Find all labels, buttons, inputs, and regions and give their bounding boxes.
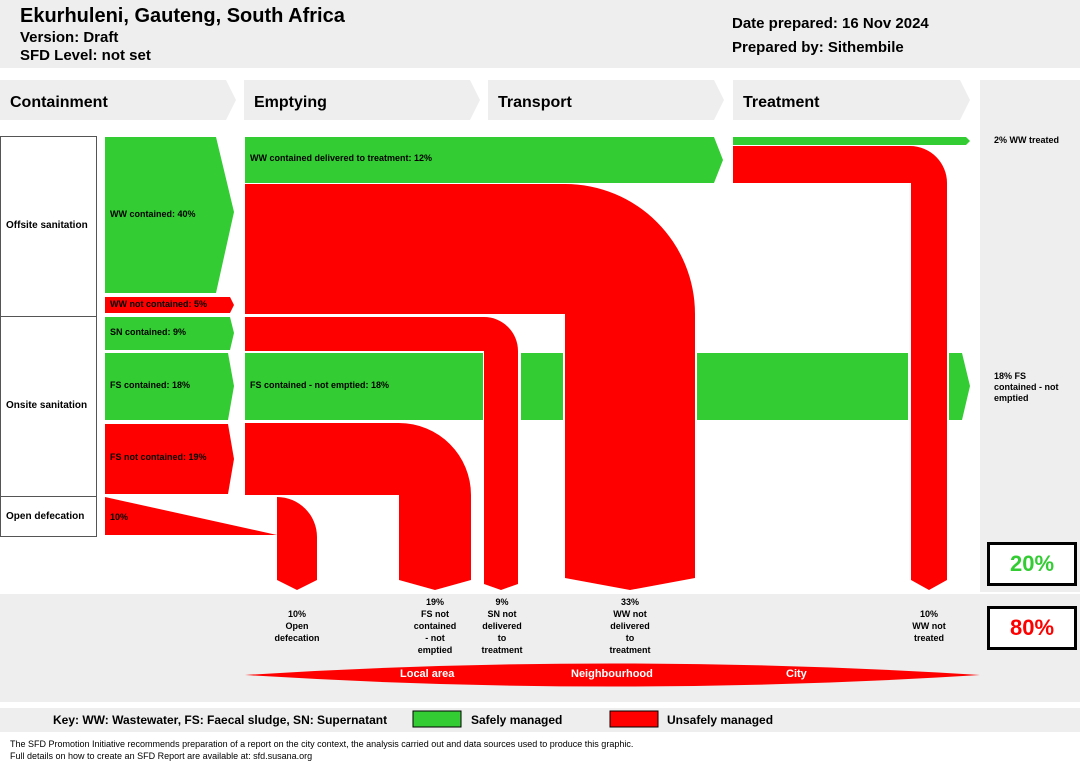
sfd-level-label: SFD Level: not set bbox=[20, 47, 151, 64]
outcome-ww-not-delivered: 33% WW not delivered to treatment bbox=[600, 596, 660, 656]
outcome-line: treatment bbox=[481, 645, 523, 655]
area-neighbourhood: Neighbourhood bbox=[571, 668, 653, 680]
right-label-line: emptied bbox=[994, 393, 1029, 403]
stage-arrow-treatment bbox=[733, 80, 970, 120]
outcome-line: contained bbox=[413, 621, 457, 631]
row-box-open bbox=[0, 496, 97, 537]
outcome-line: 19% bbox=[425, 597, 444, 607]
flow-label-ww-contained: WW contained: 40% bbox=[110, 209, 196, 219]
flow-label-sn-contained: SN contained: 9% bbox=[110, 327, 187, 337]
right-label-line: contained - not bbox=[994, 382, 1059, 392]
outcome-line: defecation bbox=[274, 633, 320, 643]
flow-ww-not-delivered bbox=[245, 184, 695, 590]
stage-containment: Containment bbox=[10, 94, 108, 111]
safe-percentage: 20% bbox=[987, 542, 1077, 586]
outcome-line: FS not bbox=[421, 609, 449, 619]
key-safe-label: Safely managed bbox=[471, 713, 563, 727]
outcome-line: 33% bbox=[620, 597, 639, 607]
area-city: City bbox=[786, 668, 807, 680]
right-label-line: 18% FS bbox=[994, 371, 1027, 381]
outcome-line: 10% bbox=[287, 609, 306, 619]
outcome-line: emptied bbox=[417, 645, 453, 655]
date-prepared: Date prepared: 16 Nov 2024 bbox=[732, 15, 929, 32]
flow-label-fs-contained: FS contained: 18% bbox=[110, 380, 191, 390]
flow-fs-not-emptied-4 bbox=[949, 353, 970, 420]
row-box-onsite bbox=[0, 316, 97, 497]
outcome-line: delivered bbox=[610, 621, 650, 631]
flow-ww-not-contained bbox=[105, 297, 234, 313]
outcome-fs-not-contained: 19% FS not contained - not emptied bbox=[405, 596, 465, 656]
outcome-line: 10% bbox=[919, 609, 938, 619]
footer-line-2: Full details on how to create an SFD Rep… bbox=[10, 751, 313, 761]
area-ellipse bbox=[245, 663, 980, 687]
stage-arrow-emptying bbox=[244, 80, 480, 120]
outcome-line: SN not bbox=[487, 609, 517, 619]
key-band bbox=[0, 708, 1080, 732]
flow-fs-not-contained-not-emptied bbox=[245, 423, 471, 590]
flow-fs-contained bbox=[105, 353, 234, 420]
flow-ww-not-treated bbox=[733, 146, 947, 590]
header-band bbox=[0, 0, 1080, 68]
outcome-line: WW not bbox=[912, 621, 946, 631]
stage-treatment: Treatment bbox=[743, 94, 820, 111]
area-local: Local area bbox=[400, 668, 455, 680]
flow-ww-contained bbox=[105, 137, 234, 293]
outcome-line: 9% bbox=[495, 597, 509, 607]
outcome-open-defecation: 10% Open defecation bbox=[267, 608, 327, 644]
flow-open-defecation bbox=[105, 497, 317, 590]
row-label-offsite: Offsite sanitation bbox=[6, 220, 88, 231]
footer-line-1: The SFD Promotion Initiative recommends … bbox=[10, 739, 634, 749]
outcome-line: WW not bbox=[613, 609, 647, 619]
outcome-line: to bbox=[625, 633, 635, 643]
unsafe-percentage: 80% bbox=[987, 606, 1077, 650]
flow-label-fs-not-emptied: FS contained - not emptied: 18% bbox=[250, 380, 390, 390]
version-label: Version: Draft bbox=[20, 29, 119, 46]
flow-ww-delivered bbox=[245, 137, 723, 183]
page-title: Ekurhuleni, Gauteng, South Africa bbox=[20, 5, 345, 27]
outcome-line: to bbox=[497, 633, 507, 643]
flow-fs-not-emptied-2 bbox=[521, 353, 563, 420]
stage-arrow-transport bbox=[488, 80, 724, 120]
outcome-sn-not-delivered: 9% SN not delivered to treatment bbox=[471, 596, 533, 656]
key-safe-swatch bbox=[412, 710, 462, 728]
row-label-onsite: Onsite sanitation bbox=[6, 400, 88, 411]
outcome-line: Open bbox=[285, 621, 309, 631]
flow-fs-not-emptied-1 bbox=[245, 353, 483, 420]
flow-ww-treated bbox=[733, 137, 970, 145]
outcome-line: treatment bbox=[609, 645, 651, 655]
outcome-line: treated bbox=[913, 633, 944, 643]
outcome-ww-not-treated: 10% WW not treated bbox=[899, 608, 959, 644]
key-unsafe-label: Unsafely managed bbox=[667, 713, 774, 727]
right-panel bbox=[980, 80, 1080, 592]
row-label-open: Open defecation bbox=[6, 511, 85, 522]
stage-emptying: Emptying bbox=[254, 94, 327, 111]
key-unsafe-swatch bbox=[609, 710, 659, 728]
flow-label-open-defecation: 10% bbox=[110, 512, 129, 522]
flow-label-ww-not-contained: WW not contained: 5% bbox=[110, 299, 207, 309]
flow-fs-not-emptied-3 bbox=[697, 353, 908, 420]
outcome-line: - not bbox=[425, 633, 445, 643]
stage-arrow-containment bbox=[0, 80, 236, 120]
key-text: Key: WW: Wastewater, FS: Faecal sludge, … bbox=[53, 713, 388, 727]
flow-sn-contained bbox=[105, 317, 234, 350]
flow-fs-not-contained bbox=[105, 424, 234, 494]
right-label-fs-not-emptied: 18% FS contained - not emptied bbox=[994, 371, 1078, 404]
prepared-by: Prepared by: Sithembile bbox=[732, 39, 904, 56]
flow-sn-not-delivered bbox=[245, 317, 518, 590]
flow-label-fs-not-contained: FS not contained: 19% bbox=[110, 452, 207, 462]
outcome-line: delivered bbox=[482, 621, 522, 631]
stage-transport: Transport bbox=[498, 94, 572, 111]
flow-label-ww-delivered: WW contained delivered to treatment: 12% bbox=[250, 153, 433, 163]
right-label-ww-treated: 2% WW treated bbox=[994, 135, 1060, 145]
